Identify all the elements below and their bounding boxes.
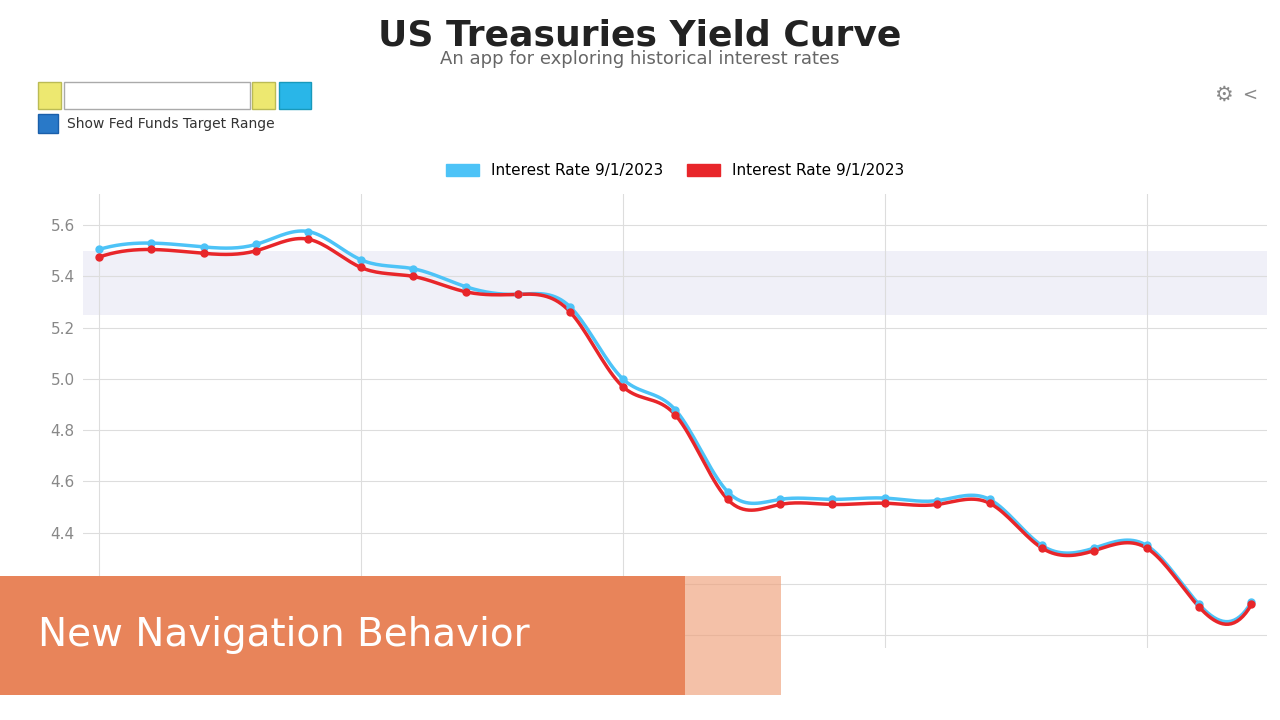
Text: ✓: ✓ [44, 119, 52, 129]
Bar [83, 251, 1267, 315]
Text: New Navigation Behavior: New Navigation Behavior [37, 616, 530, 654]
Text: Show Fed Funds Target Range: Show Fed Funds Target Range [67, 117, 274, 131]
Legend: Interest Rate 9/1/2023, Interest Rate 9/1/2023: Interest Rate 9/1/2023, Interest Rate 9/… [445, 163, 905, 179]
Text: ⚙: ⚙ [1215, 85, 1233, 105]
Text: <: < [1242, 86, 1257, 104]
Text: 9/1/2023: 9/1/2023 [109, 88, 177, 102]
Bar [83, 251, 1267, 315]
Text: US Treasuries Yield Curve: US Treasuries Yield Curve [379, 18, 901, 52]
Text: ►: ► [259, 89, 269, 102]
Text: |: | [197, 85, 202, 102]
Text: An app for exploring historical interest rates: An app for exploring historical interest… [440, 50, 840, 68]
Text: ✦: ✦ [288, 86, 302, 104]
Text: ◄: ◄ [45, 89, 55, 102]
